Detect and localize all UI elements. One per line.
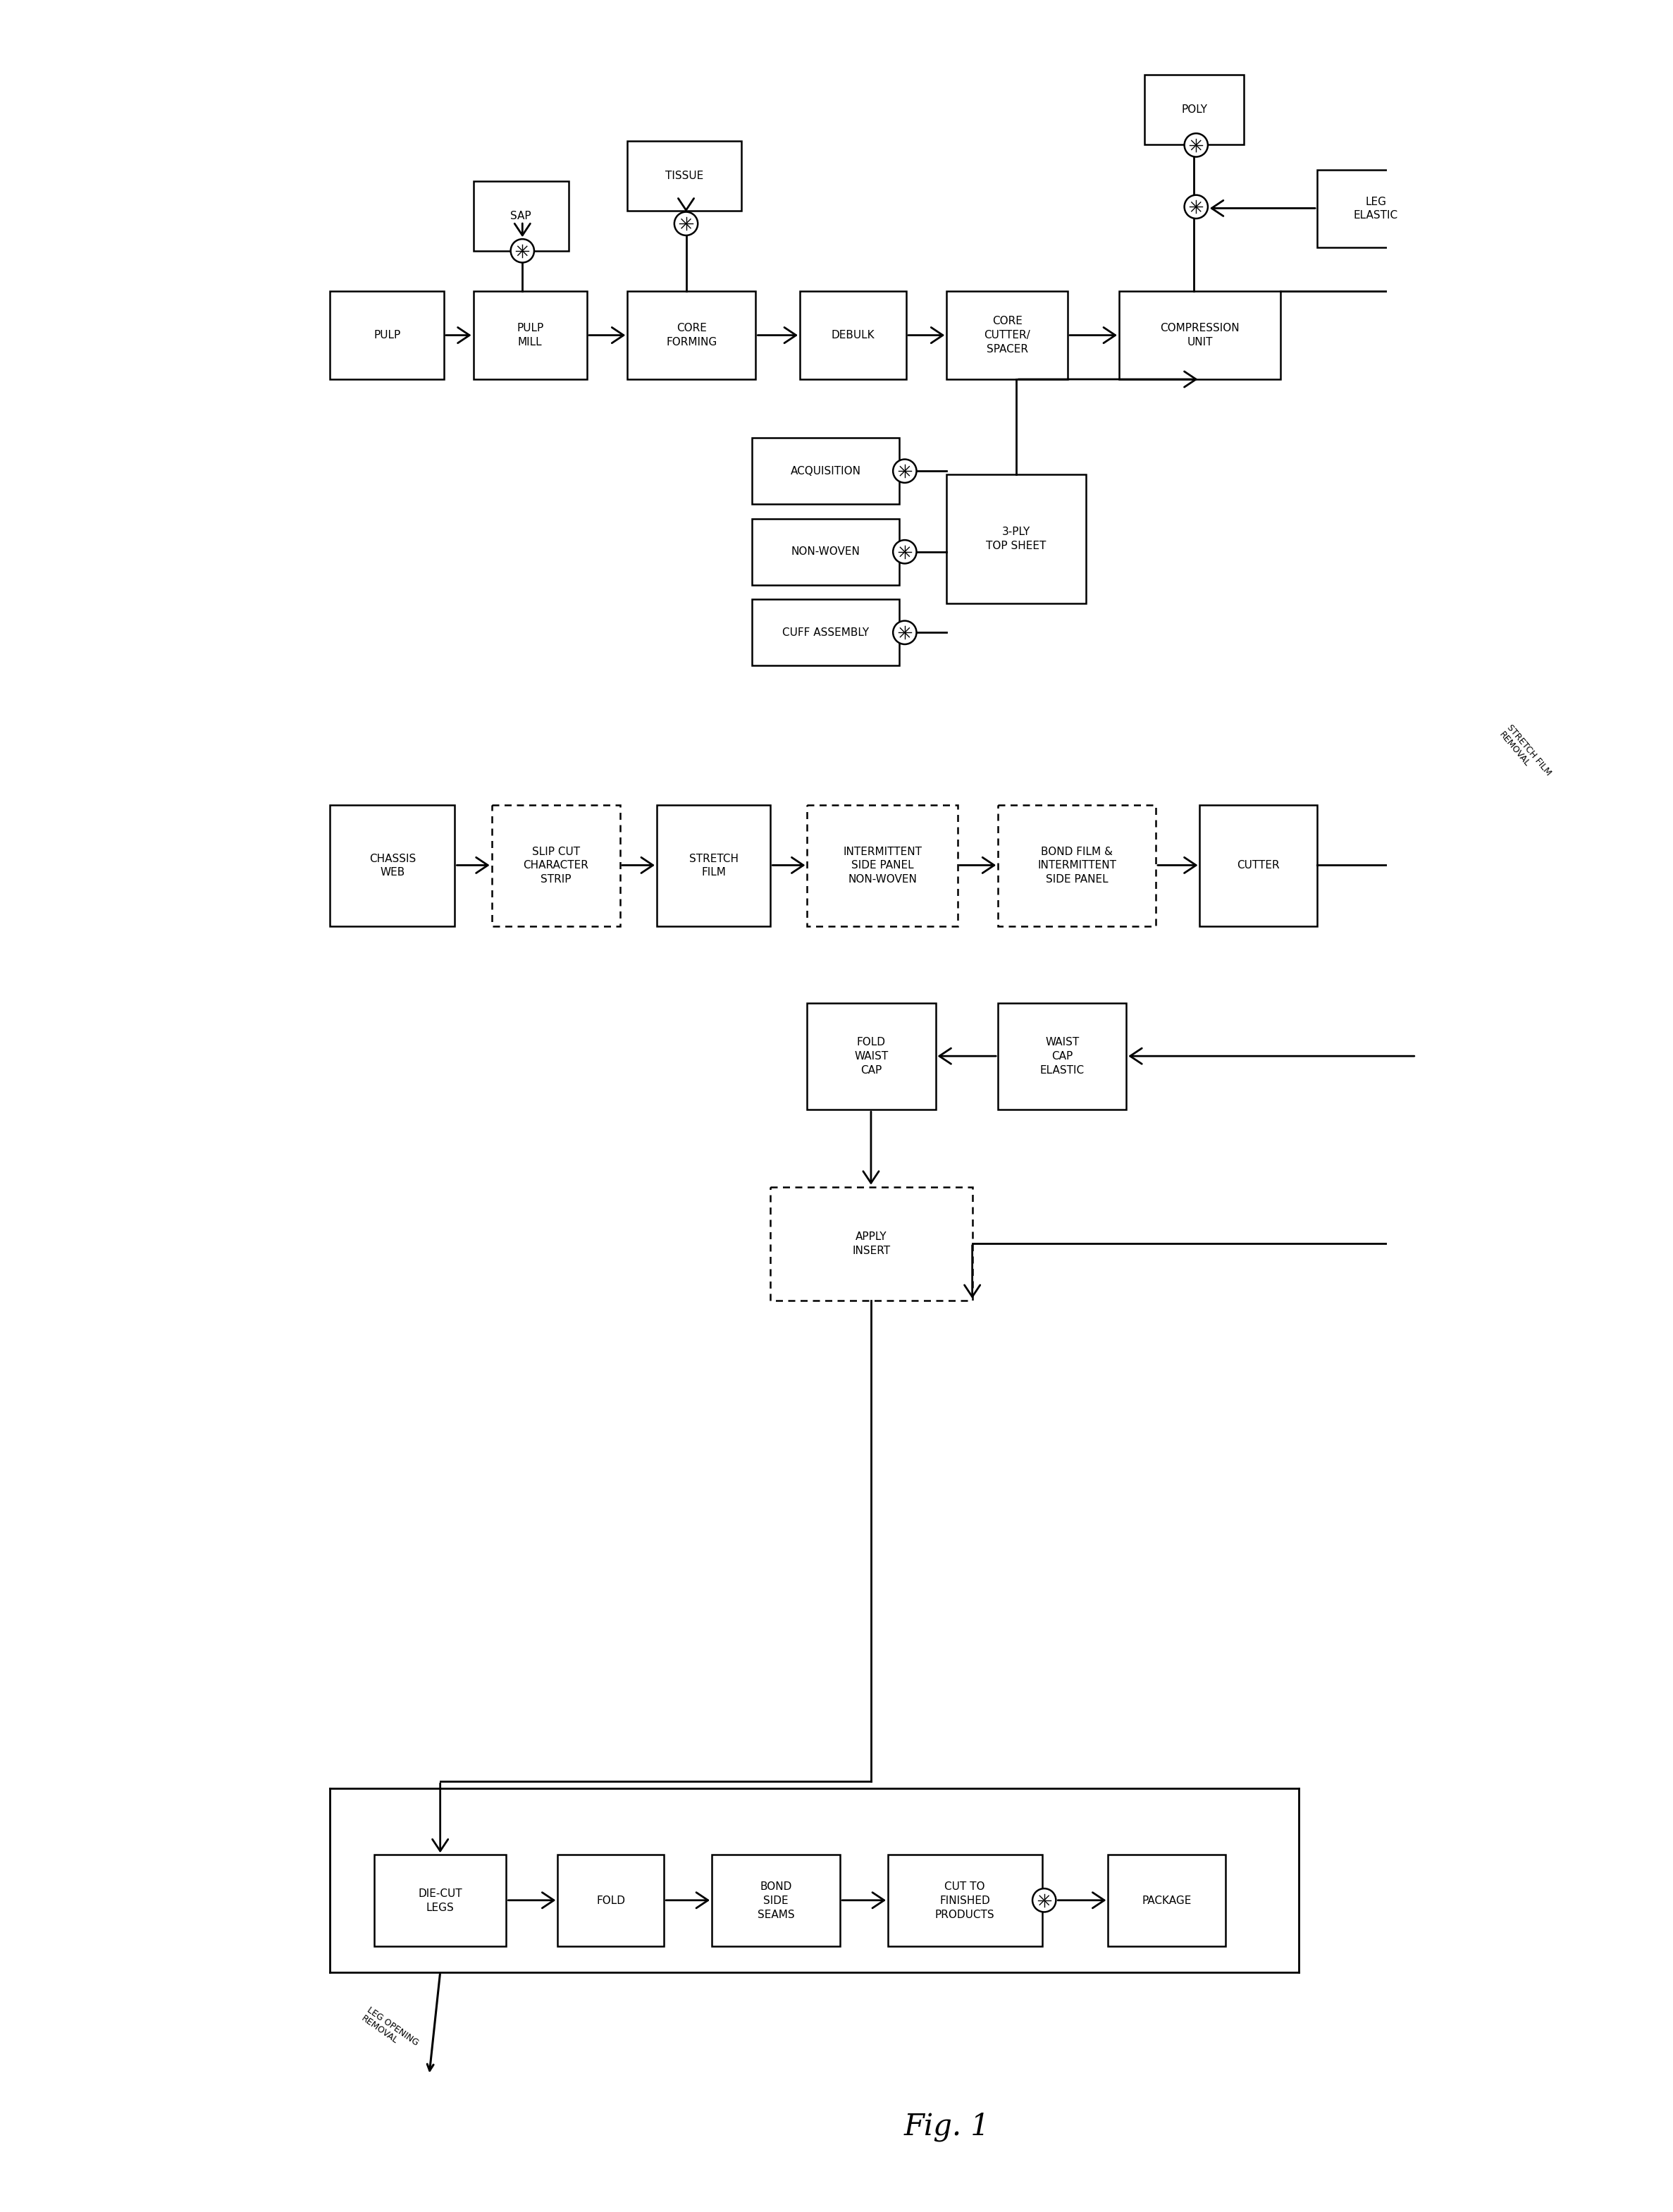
Bar xyxy=(947,476,1086,604)
Text: CORE
CUTTER/
SPACER: CORE CUTTER/ SPACER xyxy=(984,316,1031,354)
Bar xyxy=(473,181,569,250)
Bar xyxy=(330,805,455,927)
Circle shape xyxy=(1184,195,1208,219)
Text: STRETCH
FILM: STRETCH FILM xyxy=(689,854,738,878)
Text: ACQUISITION: ACQUISITION xyxy=(790,467,860,476)
Text: POLY: POLY xyxy=(1181,104,1208,115)
Bar xyxy=(999,1004,1126,1110)
Text: LEG OPENING
REMOVAL: LEG OPENING REMOVAL xyxy=(360,2006,420,2057)
Text: STRETCH FILM
REMOVAL: STRETCH FILM REMOVAL xyxy=(1497,723,1553,785)
Bar xyxy=(330,292,443,378)
Bar xyxy=(375,1854,507,1947)
Bar xyxy=(627,292,756,378)
Text: CUFF ASSEMBLY: CUFF ASSEMBLY xyxy=(781,628,868,637)
Circle shape xyxy=(893,540,917,564)
Bar xyxy=(999,805,1156,927)
Bar xyxy=(888,1854,1042,1947)
Text: CORE
FORMING: CORE FORMING xyxy=(666,323,718,347)
Circle shape xyxy=(674,212,698,234)
Circle shape xyxy=(510,239,534,263)
Bar xyxy=(473,292,587,378)
Text: BOND FILM &
INTERMITTENT
SIDE PANEL: BOND FILM & INTERMITTENT SIDE PANEL xyxy=(1037,847,1116,885)
Text: COMPRESSION
UNIT: COMPRESSION UNIT xyxy=(1159,323,1240,347)
Bar xyxy=(711,1854,840,1947)
Bar xyxy=(1200,805,1317,927)
Text: PULP
MILL: PULP MILL xyxy=(517,323,544,347)
Text: INTERMITTENT
SIDE PANEL
NON-WOVEN: INTERMITTENT SIDE PANEL NON-WOVEN xyxy=(843,847,922,885)
Bar xyxy=(657,805,771,927)
Text: APPLY
INSERT: APPLY INSERT xyxy=(852,1232,890,1256)
Text: SAP: SAP xyxy=(510,210,532,221)
Text: BOND
SIDE
SEAMS: BOND SIDE SEAMS xyxy=(758,1882,795,1920)
Bar xyxy=(627,142,741,210)
Bar xyxy=(800,292,907,378)
Text: LEG
ELASTIC: LEG ELASTIC xyxy=(1353,197,1399,221)
Bar xyxy=(753,438,898,504)
Bar xyxy=(753,520,898,584)
Text: CHASSIS
WEB: CHASSIS WEB xyxy=(370,854,417,878)
Text: DIE-CUT
LEGS: DIE-CUT LEGS xyxy=(418,1889,462,1913)
Circle shape xyxy=(893,460,917,482)
Text: SLIP CUT
CHARACTER
STRIP: SLIP CUT CHARACTER STRIP xyxy=(524,847,589,885)
Text: NON-WOVEN: NON-WOVEN xyxy=(791,546,860,557)
Circle shape xyxy=(1184,133,1208,157)
Text: FOLD: FOLD xyxy=(596,1896,626,1907)
Text: CUT TO
FINISHED
PRODUCTS: CUT TO FINISHED PRODUCTS xyxy=(935,1882,995,1920)
Circle shape xyxy=(893,622,917,644)
Bar xyxy=(771,1188,972,1301)
Text: CUTTER: CUTTER xyxy=(1236,860,1280,872)
Text: PULP: PULP xyxy=(373,330,400,341)
Bar xyxy=(1108,1854,1225,1947)
Bar xyxy=(492,805,621,927)
Text: 3-PLY
TOP SHEET: 3-PLY TOP SHEET xyxy=(985,526,1046,551)
Bar xyxy=(557,1854,664,1947)
Text: PACKAGE: PACKAGE xyxy=(1143,1896,1191,1907)
Bar xyxy=(806,805,957,927)
Text: DEBULK: DEBULK xyxy=(831,330,875,341)
Text: WAIST
CAP
ELASTIC: WAIST CAP ELASTIC xyxy=(1041,1037,1084,1075)
Bar xyxy=(806,1004,935,1110)
Text: Fig. 1: Fig. 1 xyxy=(903,2112,989,2141)
Bar xyxy=(1119,292,1280,378)
Bar xyxy=(1317,170,1435,248)
Bar xyxy=(947,292,1067,378)
Text: FOLD
WAIST
CAP: FOLD WAIST CAP xyxy=(855,1037,888,1075)
Bar xyxy=(753,599,898,666)
Circle shape xyxy=(1032,1889,1056,1911)
Text: TISSUE: TISSUE xyxy=(666,170,703,181)
Bar xyxy=(1144,75,1243,144)
